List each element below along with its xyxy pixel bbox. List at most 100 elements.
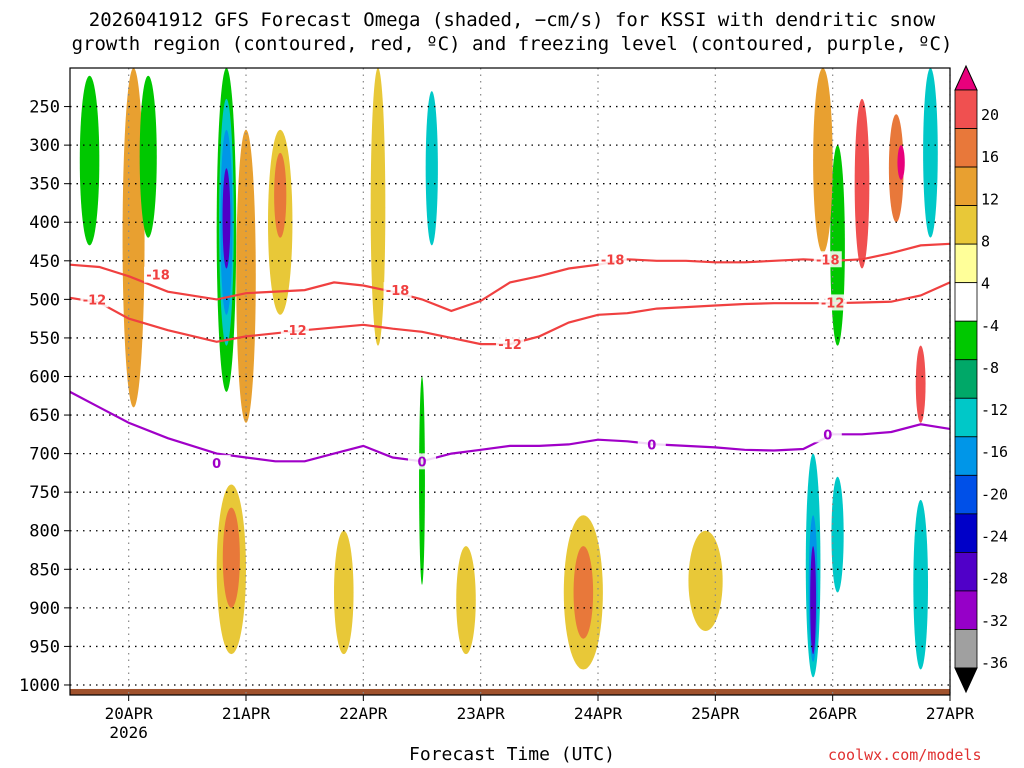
- colorbar-box: [954, 474, 978, 515]
- credit-link[interactable]: coolwx.com/models: [828, 746, 982, 764]
- contour-label-bg: [818, 294, 847, 311]
- chart-title-line-1: 2026041912 GFS Forecast Omega (shaded, −…: [88, 9, 936, 31]
- isotherm-contour-line: [69, 281, 951, 346]
- contour-label: -12: [283, 324, 307, 339]
- omega-shaded-region: [274, 152, 287, 238]
- colorbar-box: [954, 243, 978, 284]
- x-tick-label: 20APR: [105, 704, 154, 723]
- contour-label: -18: [816, 253, 840, 268]
- colorbar-label: 20: [981, 106, 999, 124]
- y-tick-label: 700: [29, 445, 60, 465]
- colorbar-box: [954, 552, 978, 592]
- contour-label-bg: [80, 291, 109, 308]
- colorbar-min-arrow: [954, 667, 978, 694]
- y-tick-label: 500: [29, 290, 60, 310]
- colorbar-box: [954, 128, 978, 168]
- contour-label: 0: [212, 457, 221, 472]
- omega-shaded-region: [222, 507, 240, 608]
- x-tick-label: 23APR: [457, 704, 506, 723]
- colorbar-box: [954, 205, 978, 245]
- contour-label-bg: [637, 436, 666, 453]
- omega-shaded-region: [334, 530, 354, 655]
- omega-shaded-region: [813, 68, 833, 254]
- omega-shaded-region: [222, 168, 231, 269]
- y-tick-label: 950: [29, 637, 60, 657]
- contour-label: 0: [823, 428, 832, 443]
- plot-frame: [69, 67, 951, 696]
- colorbar-box: [954, 359, 978, 399]
- omega-shaded-region: [456, 546, 476, 655]
- omega-shaded-region: [923, 68, 938, 238]
- colorbar-box: [954, 629, 978, 669]
- chart-title-line-2: growth region (contoured, red, ºC) and f…: [71, 33, 953, 55]
- omega-shaded-region: [913, 499, 929, 670]
- y-tick-label: 650: [29, 406, 60, 426]
- contour-label: -12: [83, 293, 107, 308]
- contour-label: -18: [386, 284, 410, 299]
- y-tick-label: 850: [29, 560, 60, 580]
- omega-shaded-region: [854, 98, 870, 269]
- y-tick-label: 600: [29, 367, 60, 387]
- x-tick-label: 21APR: [222, 704, 271, 723]
- omega-shaded-region: [573, 546, 594, 639]
- omega-shaded-region: [897, 145, 905, 180]
- y-tick-label: 300: [29, 136, 60, 156]
- omega-shaded-region: [370, 68, 386, 346]
- colorbar-box: [954, 89, 978, 129]
- contour-label: -12: [498, 338, 522, 353]
- contour-label: 0: [417, 455, 426, 470]
- isotherm-contour-line: [69, 242, 951, 313]
- y-tick-label: 800: [29, 522, 60, 542]
- colorbar-label: -24: [981, 528, 1008, 546]
- omega-shaded-region: [810, 546, 817, 655]
- contour-label-bg: [813, 251, 842, 268]
- x-tick-label: 24APR: [574, 704, 623, 723]
- x-tick-sublabel: 2026: [109, 723, 148, 742]
- colorbar-box: [954, 436, 978, 476]
- contour-label-bg: [408, 453, 436, 470]
- colorbar-label: -8: [981, 359, 999, 377]
- colorbar-label: -32: [981, 612, 1008, 630]
- y-tick-label: 350: [29, 175, 60, 195]
- omega-shaded-region: [688, 530, 723, 631]
- isotherm-contour-line: [69, 390, 951, 463]
- colorbar-label: -12: [981, 401, 1008, 419]
- y-tick-label: 1000: [19, 676, 60, 696]
- contour-label-bg: [598, 251, 627, 268]
- colorbar-label: 8: [981, 232, 990, 250]
- omega-shaded-region: [425, 91, 438, 246]
- contour-label: -18: [146, 269, 170, 284]
- contour-label-bg: [383, 282, 412, 299]
- colorbar-box: [954, 282, 978, 322]
- y-tick-label: 250: [29, 98, 60, 118]
- y-tick-label: 400: [29, 213, 60, 233]
- colorbar-label: 4: [981, 275, 990, 293]
- contour-label: -18: [601, 253, 625, 268]
- y-tick-label: 450: [29, 252, 60, 272]
- colorbar-label: -28: [981, 570, 1008, 588]
- colorbar-box: [954, 320, 978, 361]
- y-tick-label: 750: [29, 483, 60, 503]
- y-tick-label: 900: [29, 599, 60, 619]
- contour-label-bg: [202, 454, 231, 471]
- y-tick-label: 550: [29, 329, 60, 349]
- x-tick-label: 27APR: [926, 704, 975, 723]
- omega-shaded-region: [831, 476, 844, 593]
- x-axis-label: Forecast Time (UTC): [409, 744, 615, 765]
- omega-shaded-region: [139, 75, 157, 238]
- colorbar-label: 12: [981, 190, 999, 208]
- x-tick-label: 26APR: [809, 704, 858, 723]
- omega-shaded-region: [79, 75, 100, 246]
- colorbar-box: [954, 513, 978, 553]
- contour-label: -12: [821, 296, 845, 311]
- colorbar-label: 16: [981, 148, 999, 166]
- colorbar-max-arrow: [954, 64, 978, 91]
- colorbar-label: -20: [981, 485, 1008, 503]
- contour-label-bg: [144, 266, 172, 283]
- plot-area: [70, 68, 950, 695]
- colorbar-box: [954, 590, 978, 630]
- contour-label-bg: [496, 336, 524, 353]
- omega-shaded-region: [915, 345, 926, 423]
- contour-label: 0: [647, 438, 656, 453]
